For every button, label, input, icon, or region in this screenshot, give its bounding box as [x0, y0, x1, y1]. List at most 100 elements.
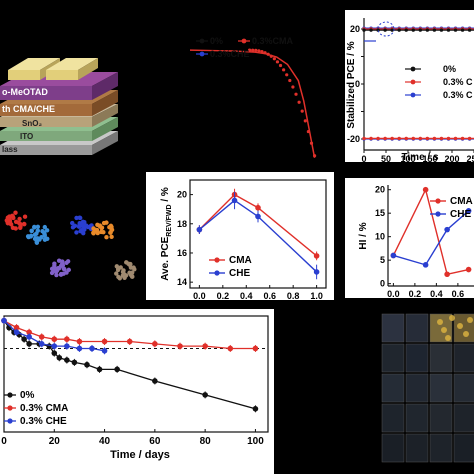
jv-point: [300, 109, 304, 113]
film-photo-tile: [381, 433, 405, 463]
scatter-point: [32, 236, 38, 242]
hi-y-tick-label: 20: [375, 185, 385, 195]
spce-point: [432, 136, 437, 141]
scatter-point: [7, 218, 12, 224]
spce-legend-label: 0%: [443, 64, 456, 74]
film-degradation-spot: [441, 327, 447, 333]
ave-line-cma: [198, 193, 318, 257]
film-photo-tile: [429, 313, 453, 343]
scatter-point: [17, 216, 22, 222]
stab-point: [38, 334, 45, 340]
stab-point: [101, 338, 108, 345]
stab-point: [202, 392, 208, 398]
scatter-point: [62, 266, 67, 272]
stab-point: [13, 329, 20, 336]
spce-x-tick-label: 100: [400, 154, 415, 164]
hi-x-label: Concentratio: [410, 301, 472, 312]
ave-x-tick-label: 0.0: [193, 291, 206, 301]
stab-x-tick-label: 80: [200, 436, 212, 447]
hi-x-tick-label: 0.6: [452, 289, 465, 299]
stab-point: [84, 361, 90, 368]
scatter-point: [54, 268, 60, 273]
scatter-point: [35, 224, 41, 229]
scatter-point: [65, 259, 71, 264]
stab-point: [26, 329, 32, 336]
scatter-point: [13, 219, 19, 225]
spce-y-tick-label: 20: [350, 24, 360, 34]
jv-point: [251, 48, 255, 52]
jv-point: [275, 60, 280, 64]
jv-point: [309, 141, 314, 145]
ave-pce-panel: 141618200.00.20.40.60.81.0Concentration …: [160, 179, 327, 317]
ave-legend-label: CHE: [229, 268, 250, 279]
scatter-point: [129, 270, 135, 275]
scatter-point: [25, 234, 31, 239]
jv-point: [257, 49, 261, 53]
stab-point: [64, 357, 70, 363]
spce-point: [404, 136, 408, 141]
hi-legend-label: CMA: [450, 196, 473, 207]
stab-point: [252, 345, 259, 352]
spce-point: [453, 28, 458, 32]
film-photo-tile: [453, 403, 474, 433]
scatter-point: [58, 263, 64, 268]
hi-panel: 0 5 10 15 20 0.0 0.2 0.4 0.6 Concentratio HI / % CM…: [358, 185, 474, 312]
spce-point: [418, 136, 423, 141]
spce-point: [467, 28, 472, 32]
scatter-point: [101, 220, 107, 226]
hi-point-cma: [444, 271, 450, 278]
ave-plot-frame: [189, 179, 327, 289]
spce-point: [376, 136, 380, 141]
film-photo-tile: [405, 433, 429, 463]
scatter-point: [101, 230, 106, 235]
jv-point: [247, 48, 252, 52]
scatter-point: [49, 270, 55, 276]
spce-point: [418, 28, 423, 32]
ave-y-tick-label: 18: [177, 219, 187, 229]
spce-point: [383, 28, 387, 32]
film-photo-tile: [381, 313, 405, 343]
spce-point: [467, 136, 472, 141]
stab-point: [89, 345, 95, 352]
film-degradation-spot: [457, 323, 463, 329]
spce-y-tick-label: 0: [355, 79, 360, 89]
spce-y-tick-label: -20: [347, 134, 360, 144]
film-photo-tile: [405, 373, 429, 403]
scatter-point: [42, 237, 48, 242]
scatter-point: [91, 230, 96, 236]
scatter-point: [52, 263, 57, 269]
hi-x-tick-label: 0.4: [430, 289, 443, 299]
stab-point: [64, 336, 70, 343]
jv-point: [312, 154, 317, 158]
scatter-point: [77, 220, 82, 226]
ave-x-tick-label: 0.8: [287, 291, 300, 301]
stab-point: [101, 348, 108, 354]
jv-point: [306, 129, 310, 134]
scatter-point: [58, 271, 64, 277]
spce-legend-marker: [410, 92, 416, 98]
spce-legend-marker: [410, 66, 416, 72]
spce-point: [362, 136, 366, 141]
film-photo-tile: [429, 403, 453, 433]
stability-panel: 0 20 40 60 80 100 Time / days 0% 0.3% CMA 0.3% CH…: [1, 315, 269, 461]
stab-point: [96, 366, 103, 373]
film-degradation-spot: [445, 335, 451, 341]
stab-point: [38, 341, 45, 347]
stab-point: [13, 324, 20, 331]
spce-point: [390, 136, 394, 141]
stab-legend-marker: [7, 405, 13, 411]
scatter-point: [37, 237, 42, 242]
jv-point: [291, 85, 295, 89]
stab-x-tick-label: 40: [99, 436, 111, 447]
hi-point-che: [465, 208, 472, 214]
scatter-point: [60, 259, 65, 264]
scatter-point: [40, 228, 45, 234]
ave-y-tick-label: 14: [177, 277, 187, 287]
stab-x-label: Time / days: [110, 449, 170, 461]
hi-panel-bg: [345, 178, 474, 298]
spce-point: [453, 136, 458, 141]
spce-point: [425, 28, 430, 32]
jv-point: [260, 49, 264, 54]
stab-point: [51, 336, 58, 343]
